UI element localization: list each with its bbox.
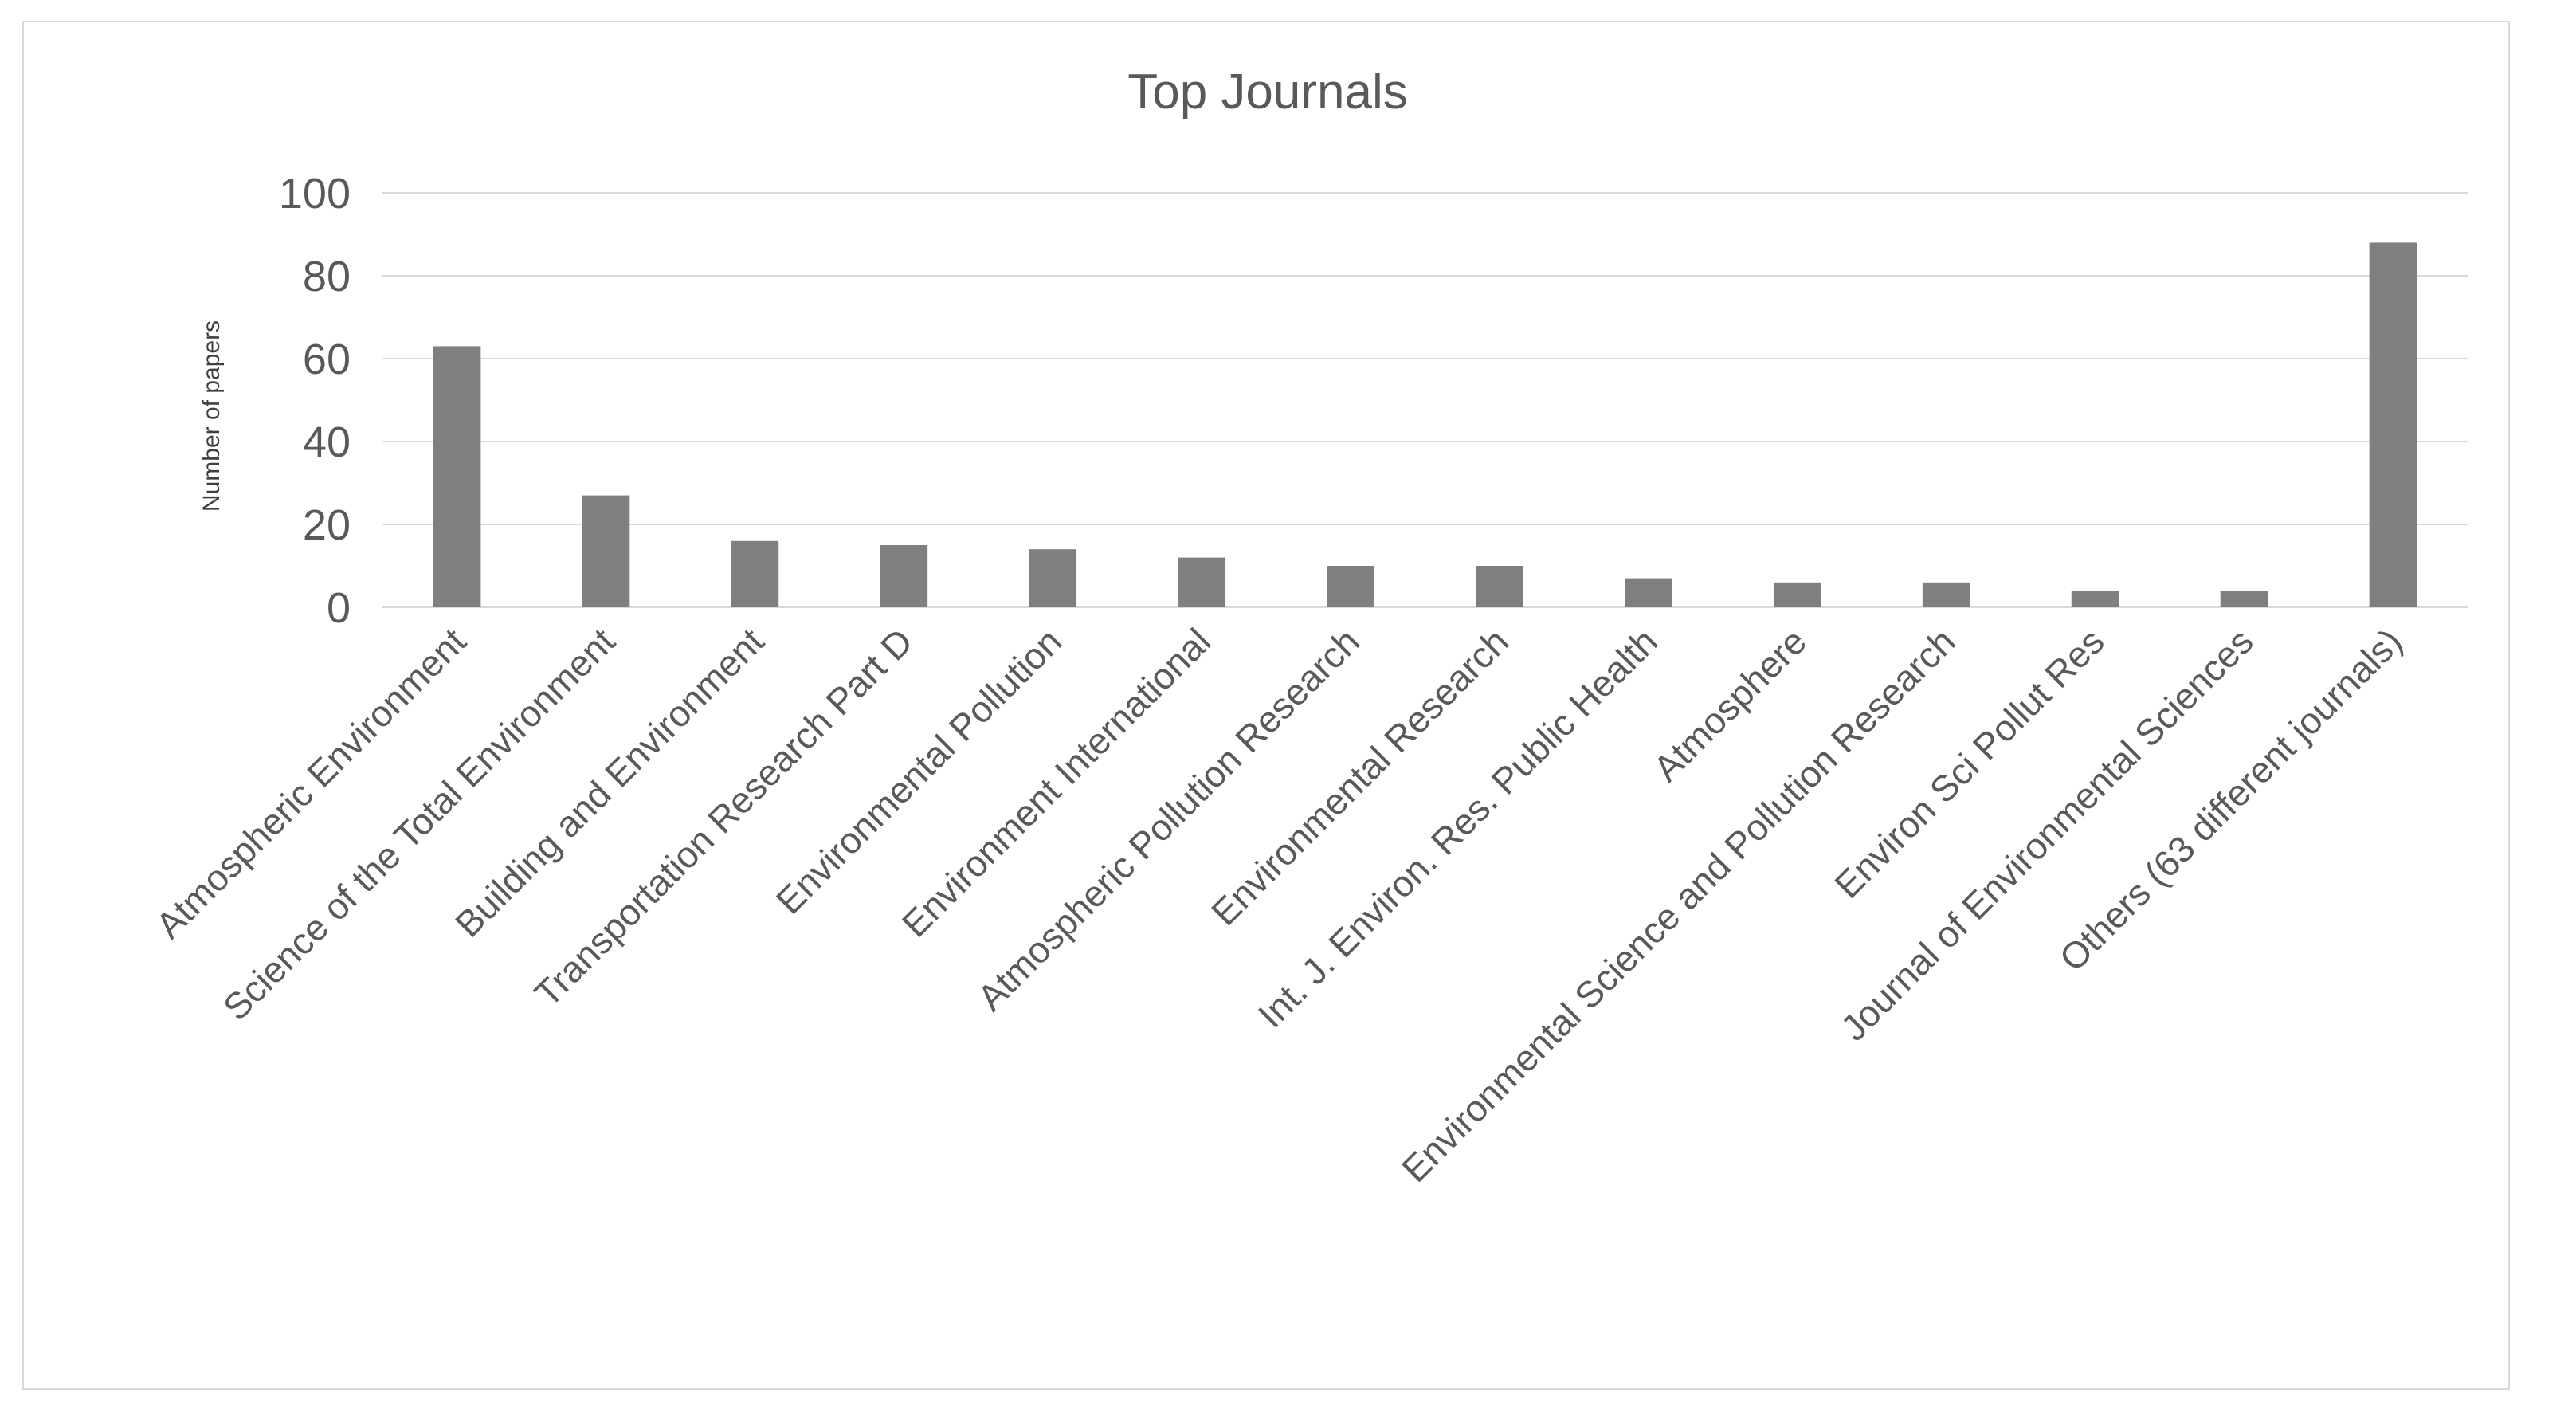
chart-svg: Top Journals 0 20 40 60 80 100 Atmospheric En… <box>147 65 2468 1190</box>
bar-6 <box>1327 566 1374 607</box>
y-tick-label: 60 <box>303 336 351 383</box>
bar-2 <box>731 540 779 607</box>
bar-13 <box>2369 242 2417 607</box>
y-tick-label: 0 <box>327 584 351 632</box>
x-category-label: Environment International <box>894 620 1218 944</box>
y-axis-ticks: 0 20 40 60 80 100 <box>279 170 351 632</box>
x-category-label: Building and Environment <box>447 620 772 945</box>
chart-title: Top Journals <box>1127 65 1408 120</box>
bar-11 <box>2071 591 2119 607</box>
x-category-label: Environmental Science and Pollution Rese… <box>1394 620 1963 1190</box>
y-tick-label: 20 <box>303 501 351 549</box>
x-category-label: Environmental Research <box>1203 620 1516 933</box>
bar-8 <box>1624 578 1672 607</box>
x-category-label: Environmental Pollution <box>768 620 1070 922</box>
bars <box>433 242 2417 607</box>
bar-9 <box>1773 582 1821 607</box>
x-category-label: Atmospheric Environment <box>147 620 473 946</box>
bar-1 <box>582 495 630 607</box>
chart-frame: Top Journals 0 20 40 60 80 100 Atmospheric En… <box>22 21 2510 1390</box>
y-tick-label: 80 <box>303 253 351 300</box>
x-category-label: Atmosphere <box>1645 620 1814 789</box>
y-tick-label: 40 <box>303 418 351 466</box>
bar-4 <box>1029 549 1077 607</box>
bar-0 <box>433 346 481 607</box>
y-tick-label: 100 <box>279 170 351 218</box>
y-axis-title: Number of papers <box>198 320 225 512</box>
grid-lines <box>382 192 2468 608</box>
x-category-label: Environ Sci Pollut Res <box>1826 620 2112 906</box>
bar-10 <box>1922 582 1970 607</box>
bar-12 <box>2220 591 2268 607</box>
bar-3 <box>880 545 928 607</box>
bar-7 <box>1476 566 1523 607</box>
bar-5 <box>1178 557 1226 607</box>
